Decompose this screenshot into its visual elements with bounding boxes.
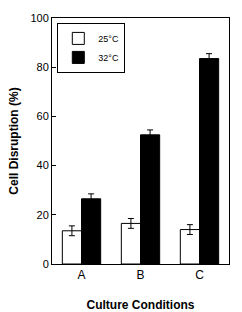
svg-text:0: 0 — [43, 258, 49, 270]
svg-text:60: 60 — [37, 110, 49, 122]
svg-text:Cell Disruption (%): Cell Disruption (%) — [7, 87, 21, 194]
svg-text:40: 40 — [37, 159, 49, 171]
svg-text:C: C — [195, 268, 204, 282]
svg-text:A: A — [77, 268, 85, 282]
svg-text:B: B — [136, 268, 144, 282]
svg-text:Culture Conditions: Culture Conditions — [87, 298, 195, 312]
svg-text:100: 100 — [30, 12, 48, 24]
svg-text:80: 80 — [37, 61, 49, 73]
svg-text:32°C: 32°C — [98, 53, 119, 63]
svg-text:20: 20 — [37, 209, 49, 221]
svg-text:25°C: 25°C — [98, 34, 119, 44]
